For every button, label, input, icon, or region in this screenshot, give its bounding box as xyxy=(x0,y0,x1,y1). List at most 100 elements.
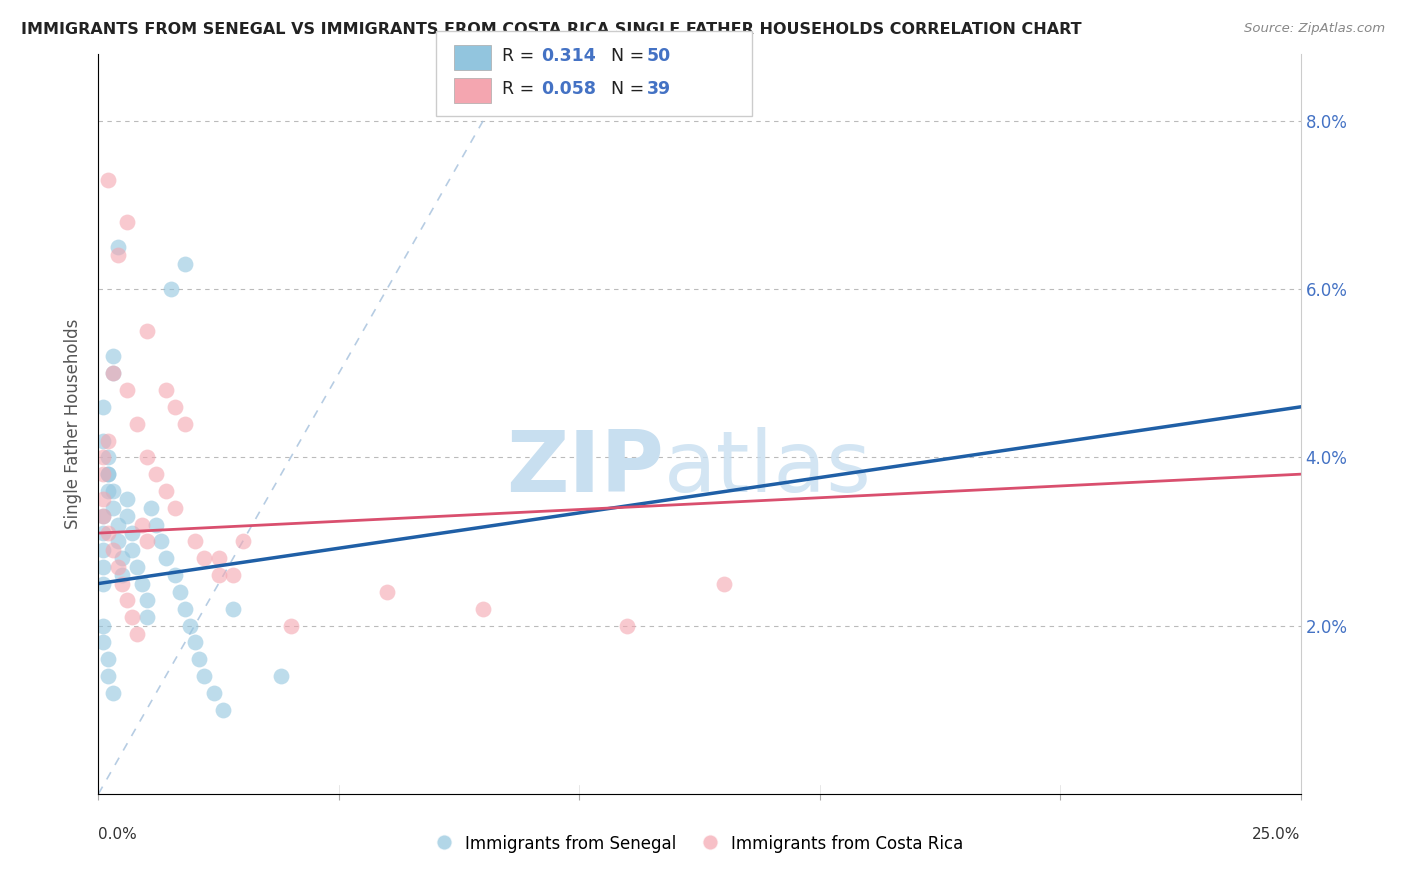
Text: 39: 39 xyxy=(647,80,671,98)
Point xyxy=(91,434,114,448)
Point xyxy=(97,434,120,448)
Y-axis label: Single Father Households: Single Father Households xyxy=(65,318,83,529)
Point xyxy=(222,602,245,616)
Point xyxy=(91,400,114,414)
Point xyxy=(232,534,254,549)
Point xyxy=(101,366,124,380)
Point xyxy=(111,551,134,566)
Point xyxy=(159,282,181,296)
Point xyxy=(202,686,225,700)
Point xyxy=(91,559,114,574)
Point xyxy=(135,324,157,338)
Point xyxy=(135,593,157,607)
Point xyxy=(91,618,114,632)
Point xyxy=(713,576,735,591)
Point xyxy=(121,542,143,557)
Point xyxy=(97,652,120,666)
Point xyxy=(145,467,167,482)
Point xyxy=(193,551,215,566)
Point xyxy=(149,534,172,549)
Text: 50: 50 xyxy=(647,47,671,65)
Point xyxy=(107,559,129,574)
Point xyxy=(91,526,114,541)
Point xyxy=(135,450,157,465)
Point xyxy=(117,492,139,507)
Point xyxy=(125,559,148,574)
Point xyxy=(91,576,114,591)
Point xyxy=(91,542,114,557)
Point xyxy=(222,568,245,582)
Point xyxy=(155,383,177,397)
Point xyxy=(155,483,177,498)
Point xyxy=(91,450,114,465)
Point xyxy=(97,450,120,465)
Point xyxy=(101,500,124,515)
Point xyxy=(97,467,120,482)
Point xyxy=(111,568,134,582)
Point xyxy=(174,602,197,616)
Point xyxy=(121,610,143,624)
Point xyxy=(270,669,292,683)
Point xyxy=(101,483,124,498)
Text: R =: R = xyxy=(502,80,540,98)
Point xyxy=(117,215,139,229)
Point xyxy=(472,602,495,616)
Text: 25.0%: 25.0% xyxy=(1253,827,1301,842)
Point xyxy=(183,534,205,549)
Point xyxy=(616,618,638,632)
Point xyxy=(125,627,148,641)
Point xyxy=(97,172,120,186)
Point xyxy=(179,618,201,632)
Point xyxy=(165,400,187,414)
Point xyxy=(375,585,398,599)
Point xyxy=(107,248,129,262)
Point xyxy=(101,542,124,557)
Point xyxy=(117,593,139,607)
Point xyxy=(97,669,120,683)
Point xyxy=(91,509,114,524)
Point xyxy=(165,568,187,582)
Point xyxy=(131,517,153,532)
Point xyxy=(188,652,211,666)
Point xyxy=(97,467,120,482)
Point xyxy=(91,635,114,649)
Point xyxy=(91,467,114,482)
Point xyxy=(212,703,235,717)
Legend: Immigrants from Senegal, Immigrants from Costa Rica: Immigrants from Senegal, Immigrants from… xyxy=(429,828,970,860)
Point xyxy=(101,366,124,380)
Point xyxy=(169,585,191,599)
Point xyxy=(117,509,139,524)
Point xyxy=(125,417,148,431)
Point xyxy=(208,551,231,566)
Text: Source: ZipAtlas.com: Source: ZipAtlas.com xyxy=(1244,22,1385,36)
Text: N =: N = xyxy=(600,80,650,98)
Point xyxy=(165,500,187,515)
Text: 0.314: 0.314 xyxy=(541,47,596,65)
Point xyxy=(174,417,197,431)
Point xyxy=(101,350,124,364)
Point xyxy=(117,383,139,397)
Text: ZIP: ZIP xyxy=(506,426,664,509)
Point xyxy=(183,635,205,649)
Point xyxy=(155,551,177,566)
Text: R =: R = xyxy=(502,47,540,65)
Point xyxy=(111,576,134,591)
Point xyxy=(131,576,153,591)
Text: atlas: atlas xyxy=(664,426,872,509)
Point xyxy=(107,517,129,532)
Point xyxy=(135,610,157,624)
Point xyxy=(97,526,120,541)
Point xyxy=(101,686,124,700)
Point xyxy=(107,534,129,549)
Point xyxy=(91,509,114,524)
Text: IMMIGRANTS FROM SENEGAL VS IMMIGRANTS FROM COSTA RICA SINGLE FATHER HOUSEHOLDS C: IMMIGRANTS FROM SENEGAL VS IMMIGRANTS FR… xyxy=(21,22,1081,37)
Point xyxy=(121,526,143,541)
Point xyxy=(91,492,114,507)
Point xyxy=(193,669,215,683)
Text: 0.058: 0.058 xyxy=(541,80,596,98)
Point xyxy=(280,618,302,632)
Point xyxy=(97,483,120,498)
Text: N =: N = xyxy=(600,47,650,65)
Text: 0.0%: 0.0% xyxy=(98,827,138,842)
Point xyxy=(135,534,157,549)
